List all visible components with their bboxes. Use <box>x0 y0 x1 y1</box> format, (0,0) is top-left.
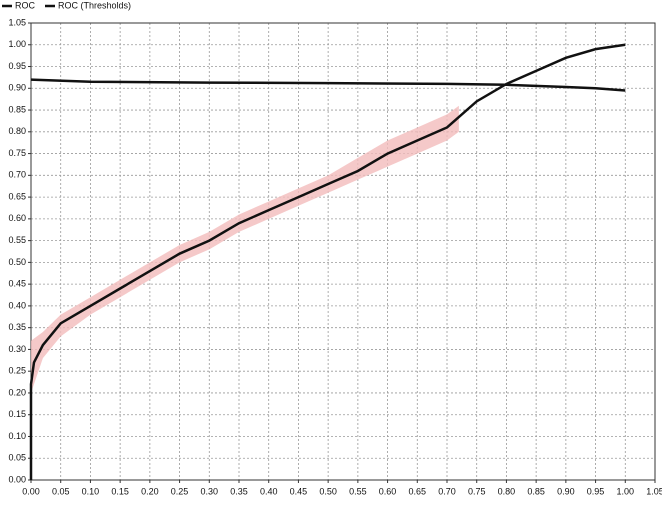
y-tick-label: 0.40 <box>8 300 26 310</box>
x-tick-label: 1.05 <box>646 486 662 496</box>
y-tick-label: 1.00 <box>8 39 26 49</box>
confidence-band <box>31 105 459 393</box>
y-tick-label: 0.55 <box>8 235 26 245</box>
x-tick-label: 0.35 <box>230 486 248 496</box>
x-tick-label: 0.30 <box>201 486 219 496</box>
x-tick-label: 0.95 <box>587 486 605 496</box>
y-tick-label: 0.75 <box>8 148 26 158</box>
legend-label: ROC (Thresholds) <box>58 0 131 10</box>
y-tick-label: 0.45 <box>8 279 26 289</box>
x-tick-label: 0.65 <box>409 486 427 496</box>
y-tick-label: 0.10 <box>8 431 26 441</box>
y-tick-label: 0.00 <box>8 474 26 484</box>
x-tick-label: 0.60 <box>379 486 397 496</box>
x-tick-label: 0.75 <box>468 486 486 496</box>
y-tick-label: 0.30 <box>8 344 26 354</box>
x-tick-label: 0.90 <box>557 486 575 496</box>
y-tick-label: 0.80 <box>8 126 26 136</box>
line <box>30 78 626 92</box>
y-tick-label: 0.05 <box>8 453 26 463</box>
x-tick-label: 0.25 <box>171 486 189 496</box>
x-tick-label: 0.50 <box>319 486 337 496</box>
x-tick-label: 0.05 <box>52 486 70 496</box>
x-tick-label: 0.15 <box>111 486 129 496</box>
y-tick-label: 0.20 <box>8 387 26 397</box>
y-tick-label: 0.65 <box>8 191 26 201</box>
y-tick-label: 0.15 <box>8 409 26 419</box>
y-tick-label: 0.50 <box>8 257 26 267</box>
y-tick-label: 0.35 <box>8 322 26 332</box>
line <box>29 43 626 480</box>
x-tick-label: 0.20 <box>141 486 159 496</box>
x-tick-label: 0.40 <box>260 486 278 496</box>
x-tick-label: 0.70 <box>438 486 456 496</box>
x-tick-label: 0.80 <box>498 486 516 496</box>
x-tick-label: 0.55 <box>349 486 367 496</box>
x-tick-label: 1.00 <box>617 486 635 496</box>
y-tick-label: 0.85 <box>8 104 26 114</box>
y-tick-label: 0.25 <box>8 366 26 376</box>
y-tick-label: 0.90 <box>8 83 26 93</box>
y-tick-label: 0.60 <box>8 213 26 223</box>
plot-frame <box>30 22 656 481</box>
x-tick-label: 0.45 <box>290 486 308 496</box>
x-tick-label: 0.00 <box>22 486 40 496</box>
x-tick-label: 0.10 <box>82 486 100 496</box>
y-tick-label: 0.70 <box>8 170 26 180</box>
y-tick-label: 0.95 <box>8 61 26 71</box>
legend-label: ROC <box>15 0 36 10</box>
y-tick-label: 1.05 <box>8 17 26 27</box>
x-tick-label: 0.85 <box>527 486 545 496</box>
